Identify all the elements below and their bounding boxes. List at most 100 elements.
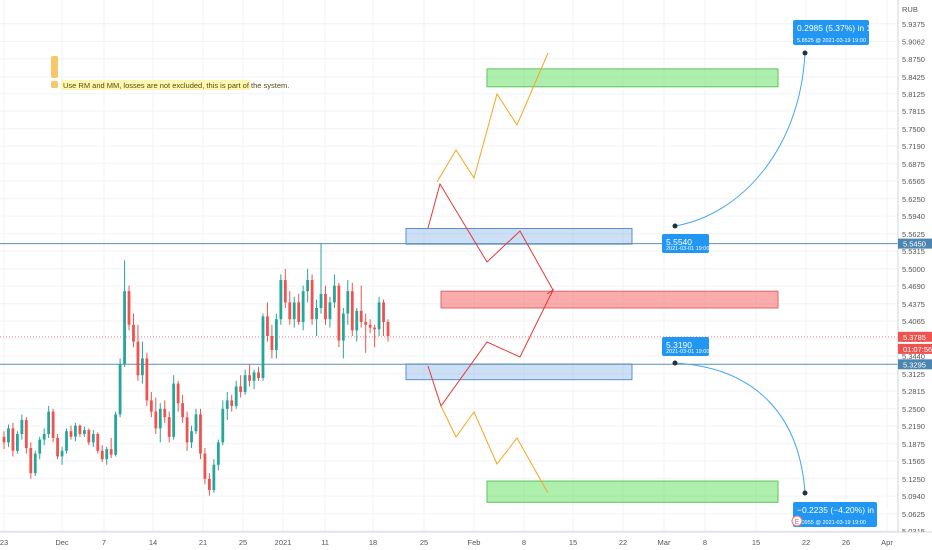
candle-body [216,442,220,465]
candle-body [328,302,332,320]
price-tick-label: 5.2190 [902,422,925,431]
price-tick-label: 5.9062 [902,37,925,46]
candle-body [306,280,310,292]
candle-body [270,336,274,350]
candle-body [319,294,323,308]
candle-body [91,434,95,443]
candle-body [47,411,51,434]
candle-body [283,280,287,303]
time-tick-label: 23 [0,538,8,547]
price-tag-label: 01:07:56 [903,345,932,354]
lower-start-label-value: 5.3190 [666,340,692,350]
candle-body [382,302,385,322]
price-tag-box [898,238,932,249]
candle-body [364,322,368,325]
lower-start-label-box [662,337,709,356]
time-tick-label: Mar [658,538,671,547]
price-tag-box [898,331,932,342]
currency-label: RUB [902,5,918,14]
time-tick-label: 2021 [275,538,292,547]
candle-body [20,420,24,434]
candle-body [118,364,122,415]
time-tick-label: 25 [239,538,247,547]
candle-body [82,430,86,434]
candle-body [333,285,336,303]
candle-body [172,383,176,437]
price-axis[interactable]: RUB 5.9375 5.9062 5.8750 5.8425 5.8125 5.7815 5… [897,0,932,550]
measure-arc-down [674,362,806,494]
candle-body [100,450,104,460]
price-tag-label: 5.5450 [903,240,926,249]
forecast-path-red-down [427,182,554,291]
measure-anchor-dot [672,223,678,229]
candle-body [324,294,327,320]
candle-body [16,434,19,451]
note-marker-bar [51,56,58,78]
measure-tools [672,50,808,496]
candle-body [239,386,243,392]
candle-body [225,400,229,409]
candle-body [350,291,354,331]
zone-blue [405,227,633,245]
candle-body [154,411,158,429]
time-tick-label: 26 [842,538,850,547]
candle-body [185,417,189,443]
candle-body [7,428,10,443]
candle-body [114,414,118,455]
price-tag-box [898,343,932,354]
candle-body [96,434,100,451]
time-tick-label: 8 [522,538,526,547]
candle-body [56,437,59,457]
candle-body [163,408,167,418]
candle-body [33,453,37,474]
price-tick-label: 5.6875 [902,160,925,169]
time-tick-label: 7 [102,538,106,547]
price-tick-label: 5.2500 [902,405,925,414]
candle-body [386,322,390,336]
candle-body [38,439,42,454]
candle-body [266,316,269,336]
candle-body [203,453,207,479]
candle-body [248,375,251,381]
candle-body [199,414,202,454]
candle-body [261,316,265,378]
time-axis-background [0,532,932,550]
candle-body [60,450,64,457]
time-tick-label: 18 [369,538,377,547]
price-tick-label: 5.2815 [902,387,925,396]
forecast-zones [405,68,779,503]
price-tick-label: 5.4690 [902,282,925,291]
candle-body [208,478,211,490]
upper-start-label-box [662,234,709,253]
measure-up-label-box [793,20,869,45]
candle-body [24,420,28,448]
candle-body [190,431,193,443]
note-annotation[interactable]: Use RM and MM, losses are not excluded, … [51,56,289,90]
candle-body [315,308,318,320]
candle-body [194,414,198,432]
candle-body [243,375,247,392]
candle-body [145,358,149,401]
candle-body [127,291,131,325]
candle-body [136,341,140,376]
candle-body [123,291,126,364]
candle-body [74,425,77,437]
candle-body [78,425,82,434]
time-axis[interactable]: 23 Dec 7 14 21 25 2021 11 18 25 Feb 8 15 22 Mar 8 15 22 26… [0,531,932,550]
measure-arc-up [674,52,806,227]
time-tick-label: 14 [149,538,157,547]
price-tick-label: 5.5940 [902,212,925,221]
candle-body [310,280,314,320]
candle-body [368,324,372,328]
candle-body [257,372,260,378]
candle-body [234,386,238,406]
candle-body [359,310,363,322]
upper-start-label-value: 5.5540 [666,237,692,247]
candle-body [230,400,234,406]
price-tick-label: 5.6250 [902,195,925,204]
note-text: Use RM and MM, losses are not excluded, … [63,81,289,90]
forecast-paths [427,52,555,494]
candle-body [377,302,381,330]
candle-body [69,431,73,437]
